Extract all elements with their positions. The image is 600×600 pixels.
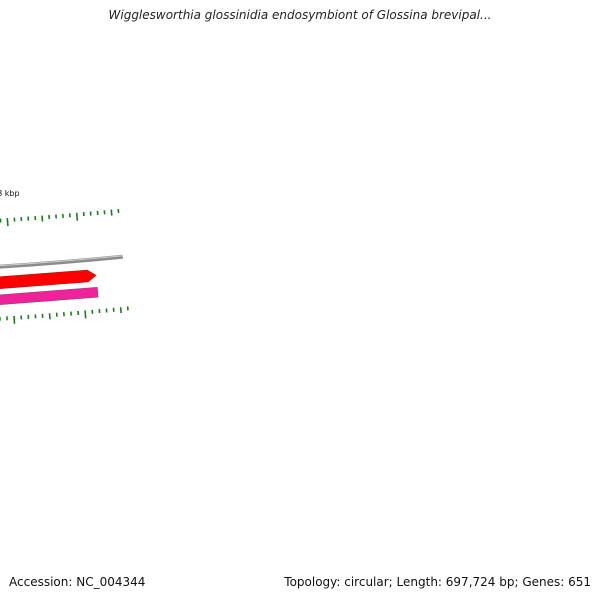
gene-recF[interactable] xyxy=(0,269,99,305)
backbone-layer xyxy=(0,254,123,269)
ruler-label-18kbp: 18 kbp xyxy=(0,189,20,198)
outer-tick xyxy=(13,315,16,324)
genome-backbone xyxy=(0,254,123,269)
inner-tick xyxy=(110,209,113,216)
outer-tick xyxy=(84,310,87,319)
inner-tick xyxy=(75,212,79,221)
gene-recF-feature[interactable] xyxy=(0,287,99,305)
gene-recF-cds-arrow[interactable] xyxy=(0,269,97,289)
map-title: Wigglesworthia glossinidia endosymbiont … xyxy=(108,8,492,22)
gene-layer[interactable] xyxy=(0,235,99,310)
inner-tick xyxy=(6,218,9,227)
genome-backbone-highlight xyxy=(0,255,123,267)
genome-stats-text: Topology: circular; Length: 697,724 bp; … xyxy=(284,575,591,589)
inner-tick xyxy=(41,215,44,222)
outer-tick xyxy=(119,307,122,314)
tick-layer: 10 kbp11 kbp12 kbp13 kbp14 kbp15 kbp16 k… xyxy=(0,189,129,324)
accession-text: Accession: NC_004344 xyxy=(9,575,146,589)
outer-tick xyxy=(48,313,51,320)
